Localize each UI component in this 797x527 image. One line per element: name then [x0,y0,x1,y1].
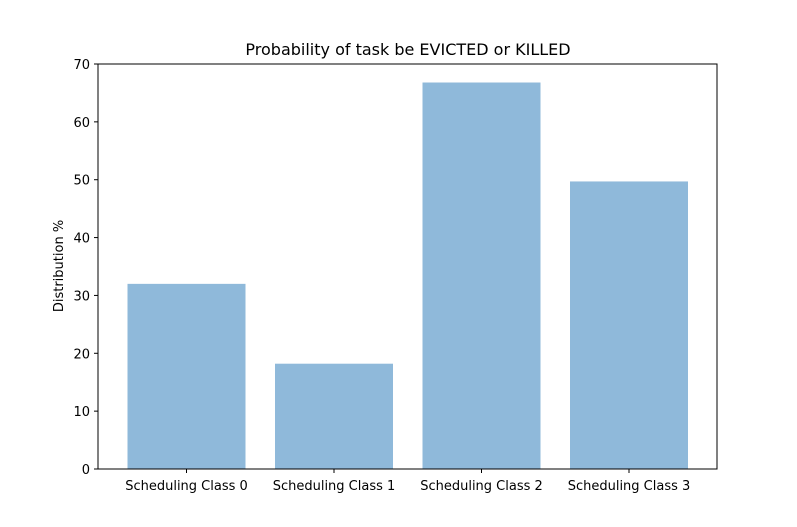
y-axis-title: Distribution % [52,220,67,312]
bar-3 [570,181,688,469]
y-tick-label-5: 50 [73,174,90,189]
bar-1 [275,363,393,469]
x-tick-label-3: Scheduling Class 3 [568,479,691,494]
y-tick-label-1: 10 [73,405,90,420]
bar-0 [127,283,246,469]
chart-title: Probability of task be EVICTED or KILLED [245,40,570,59]
x-axis: Scheduling Class 0 Scheduling Class 1 Sche… [125,469,690,494]
x-tick-label-2: Scheduling Class 2 [420,479,543,494]
y-tick-label-4: 40 [73,232,90,247]
x-tick-label-1: Scheduling Class 1 [273,479,396,494]
bar-2 [422,82,541,469]
plot-frame [97,63,718,470]
y-axis: 0 10 20 30 40 50 60 70 [73,58,98,478]
x-tick-label-0: Scheduling Class 0 [125,479,248,494]
bars-group [127,82,688,469]
y-tick-label-6: 60 [73,116,90,131]
y-tick-label-3: 30 [73,289,90,304]
y-tick-label-0: 0 [82,463,90,478]
y-tick-label-2: 20 [73,347,90,362]
y-tick-label-7: 70 [73,58,90,73]
